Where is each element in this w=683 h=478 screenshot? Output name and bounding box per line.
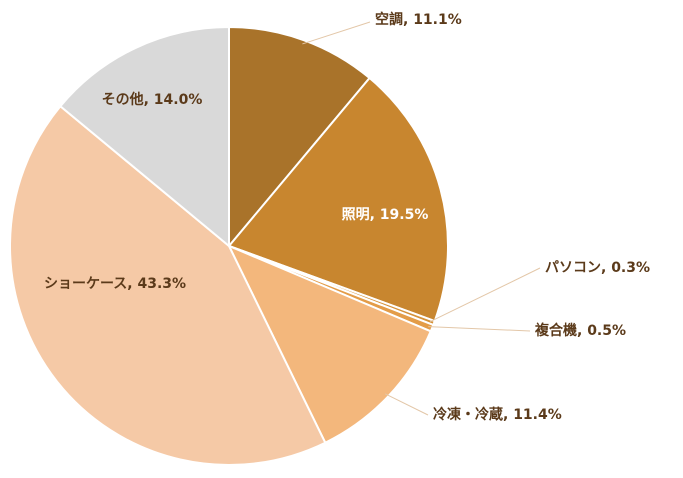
data-label: 複合機, 0.5%: [534, 322, 626, 339]
data-label: パソコン, 0.3%: [545, 260, 650, 276]
data-label: その他, 14.0%: [102, 91, 203, 108]
leader-line: [384, 393, 429, 416]
leader-line: [302, 21, 371, 45]
data-label: 空調, 11.1%: [375, 11, 462, 28]
pie-slice: [227, 76, 449, 323]
data-label: ショーケース, 43.3%: [44, 276, 186, 292]
data-label: 照明, 19.5%: [342, 207, 429, 223]
pie-slice: [226, 244, 433, 445]
data-label: 冷凍・冷蔵, 11.4%: [433, 406, 562, 423]
pie-slice: [58, 25, 230, 249]
pie-slice: [228, 25, 371, 249]
leader-line: [430, 267, 541, 323]
pie-slice: [9, 104, 327, 466]
leader-line: [428, 326, 531, 332]
